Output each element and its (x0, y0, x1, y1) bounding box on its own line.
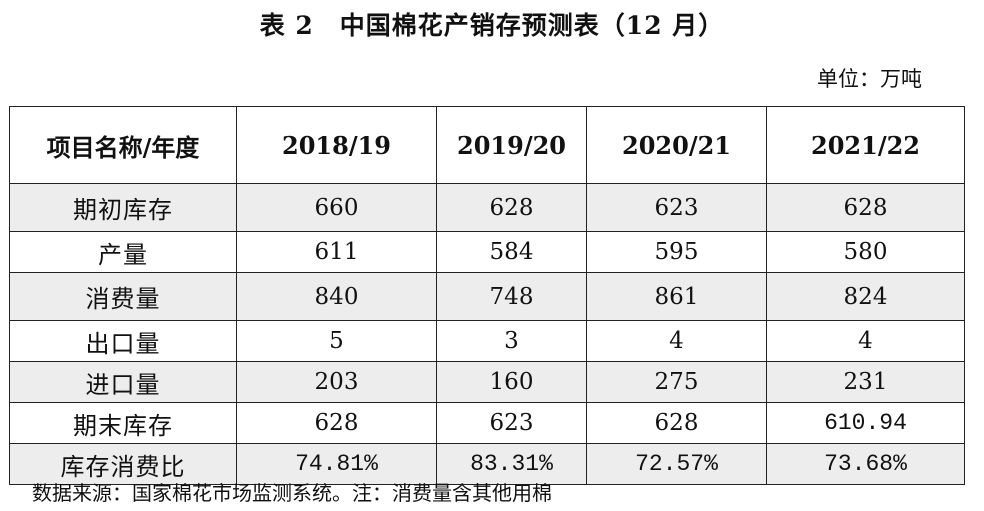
row-label: 进口量 (9, 361, 237, 403)
cell-value: 584 (436, 231, 587, 273)
column-header: 2018/19 (236, 106, 437, 184)
table-row: 期末库存 628 623 628 610.94 (9, 402, 965, 444)
corner-header: 项目名称/年度 (9, 106, 237, 184)
cell-value: 840 (236, 272, 437, 321)
cell-value: 611 (236, 231, 437, 273)
cell-value: 72.57% (586, 443, 767, 485)
cell-value: 5 (236, 320, 437, 362)
cell-value: 628 (436, 183, 587, 232)
cotton-forecast-table: 项目名称/年度 2018/19 2019/20 2020/21 2021/22 … (9, 106, 965, 485)
cell-value: 231 (766, 361, 965, 403)
table-row: 产量 611 584 595 580 (9, 231, 965, 273)
cell-value: 160 (436, 361, 587, 403)
column-header: 2019/20 (436, 106, 587, 184)
cell-value: 628 (586, 402, 767, 444)
cell-value: 73.68% (766, 443, 965, 485)
cell-value: 748 (436, 272, 587, 321)
cell-value: 623 (436, 402, 587, 444)
table-row: 库存消费比 74.81% 83.31% 72.57% 73.68% (9, 443, 965, 485)
table-title: 表 2 中国棉花产销存预测表（12 月） (259, 11, 725, 40)
row-label: 消费量 (9, 272, 237, 321)
cell-value: 275 (586, 361, 767, 403)
cell-value: 824 (766, 272, 965, 321)
source-footnote: 数据来源：国家棉花市场监测系统。注：消费量含其他用棉 (32, 481, 552, 505)
cell-value: 595 (586, 231, 767, 273)
table-row: 进口量 203 160 275 231 (9, 361, 965, 403)
cell-value: 628 (236, 402, 437, 444)
cell-value: 861 (586, 272, 767, 321)
cell-value: 610.94 (766, 402, 965, 444)
header-row: 项目名称/年度 2018/19 2019/20 2020/21 2021/22 (9, 106, 965, 184)
cell-value: 628 (766, 183, 965, 232)
column-header: 2020/21 (586, 106, 767, 184)
cell-value: 623 (586, 183, 767, 232)
cell-value: 83.31% (436, 443, 587, 485)
cell-value: 3 (436, 320, 587, 362)
cell-value: 4 (586, 320, 767, 362)
row-label: 期初库存 (9, 183, 237, 232)
unit-label: 单位：万吨 (817, 67, 922, 91)
row-label: 期末库存 (9, 402, 237, 444)
row-label: 产量 (9, 231, 237, 273)
row-label: 出口量 (9, 320, 237, 362)
table-row: 出口量 5 3 4 4 (9, 320, 965, 362)
cell-value: 74.81% (236, 443, 437, 485)
cell-value: 580 (766, 231, 965, 273)
cell-value: 203 (236, 361, 437, 403)
cell-value: 4 (766, 320, 965, 362)
column-header: 2021/22 (766, 106, 965, 184)
row-label: 库存消费比 (9, 443, 237, 485)
table-row: 期初库存 660 628 623 628 (9, 183, 965, 232)
cell-value: 660 (236, 183, 437, 232)
table-row: 消费量 840 748 861 824 (9, 272, 965, 321)
